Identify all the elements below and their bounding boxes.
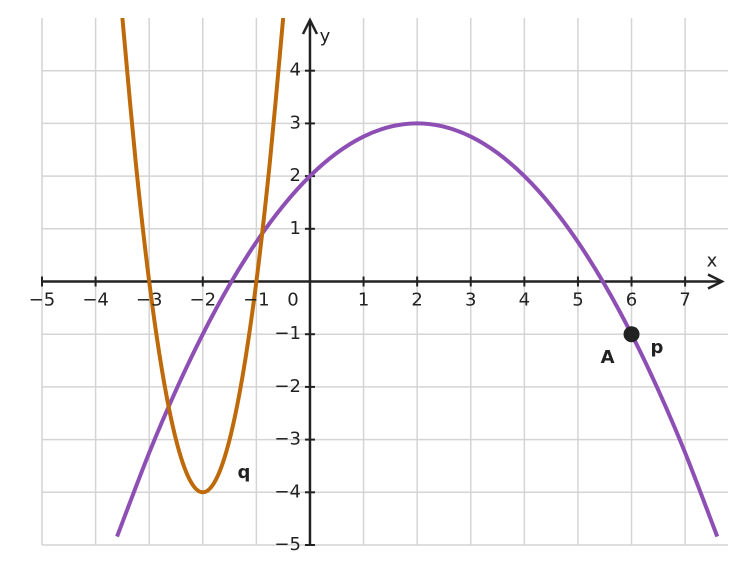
x-tick-label: −3 [136, 290, 163, 311]
y-tick-label: 3 [290, 112, 301, 133]
curve-label: q [238, 462, 251, 483]
y-tick-label: −5 [274, 534, 301, 555]
x-tick-label: −2 [190, 290, 217, 311]
y-tick-label: 1 [290, 218, 301, 239]
x-tick-label: 5 [572, 290, 583, 311]
labels: −5 −4 −3 −2 −1 1 2 3 4 5 6 7 −5 −4 −3 −2 −1 1 2 3 4 0 x y p q A [29, 26, 718, 555]
x-tick-label: −5 [29, 290, 56, 311]
point [623, 326, 640, 343]
curve [115, 121, 720, 538]
x-axis-label: x [707, 251, 718, 272]
curve [120, 18, 286, 495]
x-tick-label: −1 [243, 290, 270, 311]
grid [41, 18, 728, 546]
origin-label: 0 [287, 290, 298, 311]
y-tick-label: 2 [290, 165, 301, 186]
axes [41, 17, 725, 546]
point-label: A [601, 347, 615, 368]
x-axis-arrow [707, 273, 725, 290]
y-axis-arrow [301, 17, 319, 35]
y-tick-label: −2 [274, 376, 301, 397]
y-tick-label: 4 [290, 60, 301, 81]
x-tick-label: 7 [679, 290, 690, 311]
curve-label: p [651, 337, 664, 358]
y-tick-label: −3 [274, 429, 301, 450]
y-tick-label: −4 [274, 481, 301, 502]
curves [115, 18, 720, 538]
y-axis-label: y [320, 26, 331, 47]
x-tick-label: 3 [465, 290, 476, 311]
y-tick-label: −1 [274, 323, 301, 344]
x-tick-label: 6 [626, 290, 637, 311]
x-tick-label: 4 [519, 290, 530, 311]
x-tick-label: 1 [358, 290, 369, 311]
x-tick-label: 2 [411, 290, 422, 311]
x-tick-label: −4 [82, 290, 109, 311]
